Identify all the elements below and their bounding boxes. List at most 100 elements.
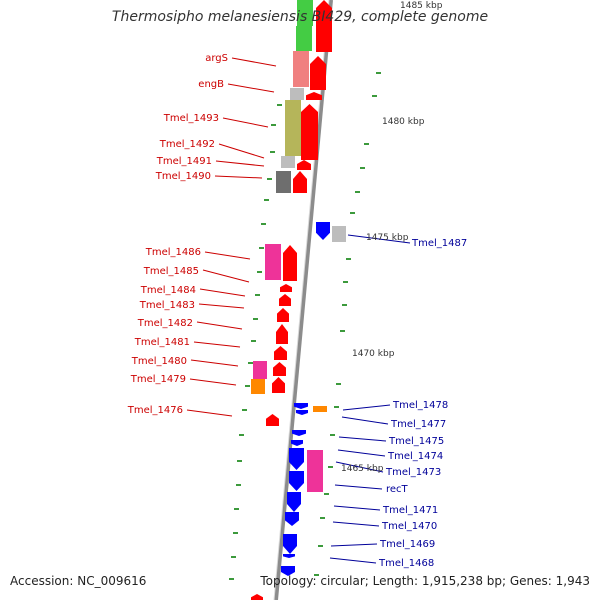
tick-mark (318, 545, 323, 547)
tick-mark (355, 191, 360, 193)
gene-label-tmel-1474[interactable]: Tmel_1474 (387, 451, 443, 462)
gene-label-tmel-1468[interactable]: Tmel_1468 (378, 558, 434, 569)
tick-mark (259, 247, 264, 249)
label-leader-line (218, 143, 265, 159)
tick-mark (242, 409, 247, 411)
forward-gene-feature (272, 377, 285, 393)
gene-label-tmel-1486[interactable]: Tmel_1486 (145, 247, 201, 258)
label-leader-line (332, 521, 380, 527)
forward-gene-feature (277, 308, 289, 322)
cog-block (297, 0, 313, 26)
cog-block (332, 226, 346, 242)
gene-label-tmel-1469[interactable]: Tmel_1469 (379, 539, 435, 550)
gene-label-tmel-1487[interactable]: Tmel_1487 (411, 238, 467, 249)
forward-gene-feature (293, 171, 307, 193)
label-leader-line (190, 359, 239, 367)
tick-mark (245, 385, 250, 387)
gene-label-tmel-1490[interactable]: Tmel_1490 (155, 171, 211, 182)
gene-label-tmel-1484[interactable]: Tmel_1484 (140, 285, 196, 296)
reverse-gene-feature (291, 440, 303, 446)
tick-mark (328, 466, 333, 468)
reverse-gene-feature (316, 222, 330, 240)
reverse-gene-feature (289, 471, 304, 491)
tick-mark (364, 143, 369, 145)
label-leader-line (347, 234, 411, 244)
label-leader-line (227, 83, 275, 93)
gene-label-tmel-1477[interactable]: Tmel_1477 (390, 419, 446, 430)
cog-block (251, 379, 265, 394)
forward-gene-feature (279, 294, 291, 306)
label-leader-line (333, 505, 381, 511)
label-leader-line (204, 251, 251, 260)
gene-label-tmel-1476[interactable]: Tmel_1476 (127, 405, 183, 416)
tick-mark (257, 271, 262, 273)
forward-gene-feature (266, 414, 279, 426)
gene-label-recT[interactable]: recT (386, 484, 409, 495)
gene-features (251, 0, 332, 602)
scale-label-1475: 1475 kbp (366, 233, 409, 243)
gene-label-argS[interactable]: argS (205, 53, 228, 64)
label-leader-line (202, 269, 250, 283)
tick-mark (234, 508, 239, 510)
label-leader-line (337, 449, 386, 457)
reverse-gene-feature (283, 554, 295, 558)
gene-label-tmel-1481[interactable]: Tmel_1481 (134, 337, 190, 348)
gene-label-tmel-1492[interactable]: Tmel_1492 (159, 139, 215, 150)
tick-mark (237, 460, 242, 462)
forward-gene-feature (316, 0, 332, 52)
tick-mark (253, 318, 258, 320)
gene-label-tmel-1470[interactable]: Tmel_1470 (381, 521, 437, 532)
gene-label-tmel-1473[interactable]: Tmel_1473 (385, 467, 441, 478)
map-title: Thermosipho melanesiensis BI429, complet… (111, 9, 489, 25)
reverse-gene-feature (294, 403, 308, 409)
tick-mark (264, 199, 269, 201)
label-leader-line (231, 57, 277, 67)
label-leader-line (338, 436, 387, 442)
label-leader-line (215, 160, 265, 167)
tick-mark (231, 556, 236, 558)
forward-gene-feature (274, 346, 287, 360)
label-leader-line (196, 321, 243, 330)
gene-label-tmel-1483[interactable]: Tmel_1483 (139, 300, 195, 311)
tick-mark (248, 362, 253, 364)
cog-block (265, 244, 281, 280)
gene-label-tmel-1491[interactable]: Tmel_1491 (156, 156, 212, 167)
cog-block (285, 100, 301, 156)
tick-mark (233, 532, 238, 534)
tick-mark (350, 212, 355, 214)
gene-label-tmel-1482[interactable]: Tmel_1482 (137, 318, 193, 329)
reverse-gene-feature (296, 410, 308, 415)
cog-block (290, 88, 304, 100)
tick-mark (229, 578, 234, 580)
gene-label-tmel-1493[interactable]: Tmel_1493 (163, 113, 219, 124)
scale-label-1480: 1480 kbp (382, 117, 425, 127)
gene-label-tmel-1479[interactable]: Tmel_1479 (130, 374, 186, 385)
cog-block (281, 156, 295, 168)
reverse-gene-feature (281, 566, 295, 576)
gene-label-tmel-1485[interactable]: Tmel_1485 (143, 266, 199, 277)
gene-label-tmel-1478[interactable]: Tmel_1478 (392, 400, 448, 411)
tick-mark (342, 304, 347, 306)
gene-label-tmel-1471[interactable]: Tmel_1471 (382, 505, 438, 516)
tick-mark (236, 484, 241, 486)
gene-label-tmel-1475[interactable]: Tmel_1475 (388, 436, 444, 447)
gene-label-engB[interactable]: engB (198, 79, 224, 90)
label-leader-line (330, 543, 378, 547)
label-leader-line (193, 341, 241, 348)
tick-marks (229, 72, 381, 580)
label-leader-line (334, 484, 383, 490)
tick-mark (255, 294, 260, 296)
label-leader-line (198, 303, 245, 309)
label-leader-line (341, 416, 389, 425)
gene-label-tmel-1480[interactable]: Tmel_1480 (131, 356, 187, 367)
tick-mark (330, 434, 335, 436)
reverse-gene-feature (285, 512, 299, 526)
tick-mark (360, 167, 365, 169)
label-leader-line (335, 461, 384, 473)
reverse-gene-feature (289, 448, 304, 470)
accession-label: Accession: NC_009616 (10, 574, 147, 588)
tick-mark (336, 383, 341, 385)
tick-mark (251, 340, 256, 342)
tick-mark (320, 517, 325, 519)
